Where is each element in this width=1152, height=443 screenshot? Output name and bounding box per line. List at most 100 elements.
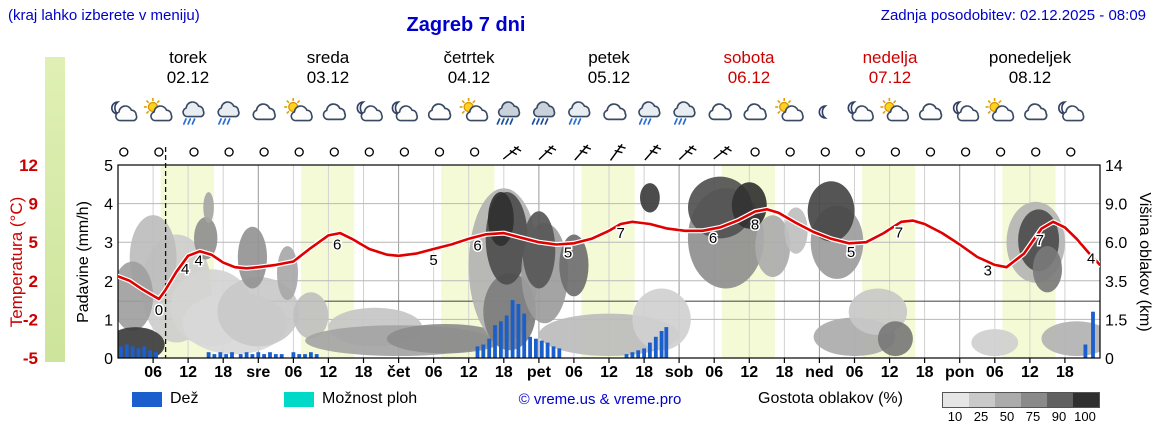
- svg-text:12: 12: [881, 364, 899, 381]
- weather-icon-moon-cloud: [391, 101, 418, 122]
- cloud-cover-layer: [118, 176, 1100, 358]
- svg-text:pet: pet: [527, 364, 552, 381]
- density-tick-label: 10: [947, 409, 963, 424]
- day-name: četrtek: [443, 48, 495, 67]
- wind-calm-icon: [189, 147, 199, 157]
- weather-icon-cloud: [252, 103, 276, 121]
- svg-text:0: 0: [155, 302, 163, 319]
- wind-calm-icon: [294, 147, 304, 157]
- wind-calm-icon: [890, 147, 901, 157]
- cloud-density-scale: [942, 392, 1100, 408]
- day-label: ponedeljek 08.12: [955, 48, 1105, 88]
- svg-text:9.0: 9.0: [1105, 197, 1127, 214]
- cloud-height-axis-ticks: 14 9.0 6.0 3.5 1.5 0: [1105, 158, 1127, 368]
- svg-text:18: 18: [214, 364, 232, 381]
- svg-text:06: 06: [425, 364, 443, 381]
- weather-icon-sun-cloud: [459, 98, 489, 122]
- precip-axis-title: Padavine (mm/h): [75, 201, 92, 323]
- weather-icon-moon-cloud: [847, 101, 874, 122]
- svg-text:7: 7: [1036, 232, 1044, 249]
- weather-icon-sun-cloud: [775, 98, 804, 122]
- svg-text:3: 3: [104, 235, 113, 252]
- wind-barb-icon: [502, 145, 522, 160]
- wind-row: [119, 143, 1076, 161]
- svg-text:5: 5: [429, 252, 437, 269]
- rain-legend-label: Dež: [170, 390, 199, 407]
- svg-text:18: 18: [776, 364, 794, 381]
- weather-icon-rain: [638, 101, 661, 125]
- day-name: sobota: [723, 48, 775, 67]
- x-axis-ticks: [152, 358, 1066, 363]
- svg-text:18: 18: [495, 364, 513, 381]
- svg-text:2: 2: [104, 274, 113, 291]
- weather-icon-moon-cloud: [952, 101, 980, 122]
- weather-icon-heavy-rain: [531, 101, 556, 125]
- weather-icon-cloud: [708, 103, 732, 121]
- wind-calm-icon: [329, 147, 339, 157]
- day-date: 03.12: [306, 68, 350, 87]
- day-date: 02.12: [166, 68, 210, 87]
- showers-legend-label: Možnost ploh: [322, 390, 418, 407]
- wind-calm-icon: [364, 147, 374, 157]
- wind-calm-icon: [1031, 147, 1041, 157]
- temperature-axis-ticks: 12 9 5 2 -2 -5: [19, 156, 38, 368]
- wind-calm-icon: [399, 147, 410, 157]
- weather-icon-cloud: [743, 103, 767, 121]
- weather-icon-rain: [568, 101, 591, 125]
- wind-barb-icon: [644, 144, 662, 161]
- weather-icon-sun-cloud: [880, 98, 909, 122]
- wind-calm-icon: [434, 147, 445, 157]
- wind-calm-icon: [469, 147, 480, 157]
- weather-icon-cloud: [1024, 103, 1048, 121]
- copyright-link[interactable]: © vreme.us & vreme.pro: [518, 391, 682, 408]
- svg-text:sre: sre: [246, 364, 270, 381]
- density-tick-label: 100: [1074, 409, 1096, 424]
- svg-text:06: 06: [565, 364, 583, 381]
- weather-icon-moon-cloud: [356, 101, 383, 122]
- weather-icon-moon-cloud: [1058, 101, 1085, 122]
- svg-text:6: 6: [709, 230, 717, 247]
- svg-text:12: 12: [179, 364, 197, 381]
- day-label: sreda 03.12: [253, 48, 403, 88]
- cloud-density-label: Gostota oblakov (%): [758, 390, 903, 407]
- svg-text:1: 1: [104, 312, 113, 329]
- svg-text:3: 3: [984, 263, 992, 280]
- density-tick-label: 25: [973, 409, 989, 424]
- weather-icon-rain: [673, 101, 696, 125]
- temperature-line: [118, 206, 1100, 302]
- svg-text:12: 12: [600, 364, 618, 381]
- density-tick-label: 50: [999, 409, 1015, 424]
- svg-text:3.5: 3.5: [1105, 274, 1127, 291]
- svg-text:18: 18: [635, 364, 653, 381]
- svg-text:06: 06: [986, 364, 1004, 381]
- svg-text:8: 8: [751, 217, 759, 234]
- weather-icon-sun-cloud: [985, 98, 1015, 122]
- day-name: torek: [169, 48, 207, 67]
- day-name: petek: [588, 48, 630, 67]
- weather-icon-moon: [818, 105, 828, 119]
- wind-calm-icon: [750, 147, 760, 157]
- weather-icon-sun-cloud: [284, 98, 313, 122]
- svg-text:7: 7: [895, 224, 903, 241]
- wind-calm-icon: [119, 147, 129, 157]
- weather-icon-moon-cloud: [111, 101, 138, 122]
- svg-text:06: 06: [705, 364, 723, 381]
- wind-barb-icon: [713, 145, 732, 160]
- svg-text:5: 5: [847, 244, 855, 261]
- wind-calm-icon: [995, 147, 1006, 157]
- cloud-density-ticks: 10 25 50 75 90 100: [942, 409, 1098, 424]
- rain-bars: [119, 300, 1095, 358]
- temperature-axis-title: Temperatura (°C): [7, 197, 26, 328]
- svg-text:sob: sob: [665, 364, 694, 381]
- weather-icon-heavy-rain: [496, 101, 521, 125]
- svg-text:12: 12: [1021, 364, 1039, 381]
- rain-legend-swatch: [132, 392, 162, 407]
- svg-text:18: 18: [355, 364, 373, 381]
- cloud-height-axis-title: Višina oblakov (km): [1136, 192, 1152, 331]
- wind-calm-icon: [154, 147, 164, 157]
- density-cell: [969, 393, 995, 407]
- svg-text:5: 5: [104, 158, 113, 175]
